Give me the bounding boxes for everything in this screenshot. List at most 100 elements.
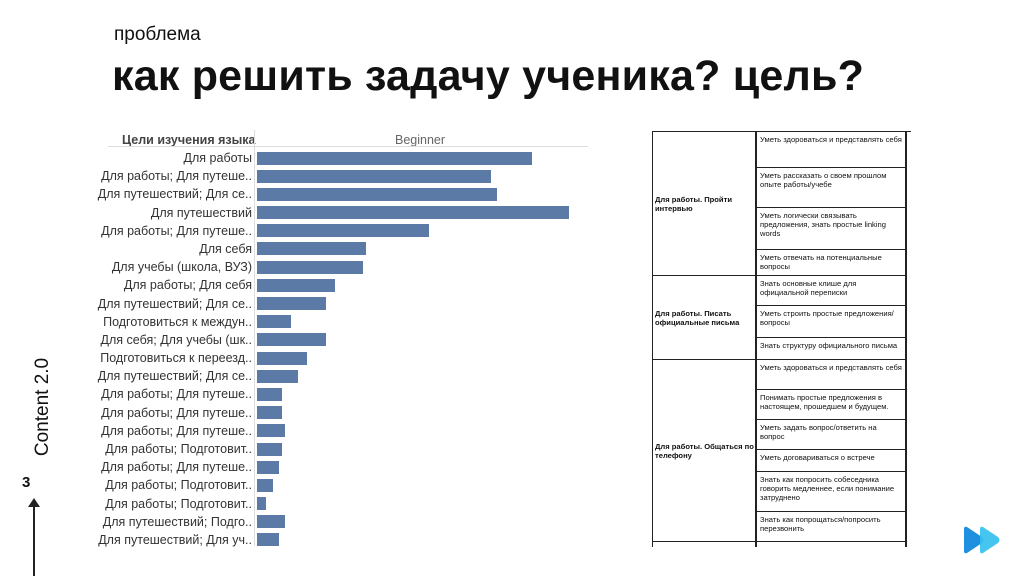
bar: [257, 151, 532, 165]
table-column-divider: [755, 132, 757, 547]
bar: [257, 369, 298, 383]
category-label: Для путешествий; Для се..: [97, 187, 252, 202]
table-cell-text: Уметь рассказать о своем прошлом опыте р…: [760, 171, 887, 189]
bar: [257, 169, 491, 183]
goals-table: Для работы. Пройти интервью Уметь здорова…: [652, 131, 911, 547]
bar: [257, 224, 429, 238]
table-cell: Уметь отвечать на потенциальные вопросы: [757, 250, 905, 276]
chart-row: Для путешествий; Для се..: [98, 295, 588, 313]
bar: [257, 260, 364, 274]
chart-row: Для путешествий: [108, 204, 588, 222]
chart-header: Цели изучения языка Beginner: [108, 128, 588, 150]
category-label: Для работы; Для себя: [123, 278, 252, 293]
table-group: Для работы. Писать официальные письма: [653, 276, 755, 360]
chart-row: Для себя; Для учебы (шк..: [101, 331, 588, 349]
side-label: Content 2.0: [32, 357, 53, 457]
chart-header-divider: [108, 146, 588, 147]
category-label: Для путешествий; Для се..: [97, 369, 252, 384]
table-cell: Уметь задать вопрос/ответить на вопрос: [757, 420, 905, 450]
table-cell-text: Уметь здороваться и представлять себя: [760, 363, 902, 372]
category-label: Для работы; Для путеше..: [101, 223, 252, 238]
chart-row: Для учебы (школа, ВУЗ): [108, 258, 588, 276]
chart-row: Для работы; Для путеше..: [101, 385, 588, 403]
table-cell-text: Уметь договариваться о встрече: [760, 453, 875, 462]
slide-subtitle: проблема: [114, 24, 201, 45]
table-cell: Уметь договариваться о встрече: [757, 450, 905, 472]
chart-row: Для работы; Для путеше..: [101, 422, 588, 440]
table-cell-text: Знать структуру официального письма: [760, 341, 898, 350]
bar: [257, 351, 307, 365]
table-cell-text: Понимать простые предложения в настоящем…: [760, 393, 889, 411]
chart-row: Для работы; Для путеше..: [101, 458, 588, 476]
category-label: Для работы; Подготовит..: [105, 496, 252, 511]
chart-row: Для работы; Для себя: [108, 276, 588, 294]
table-group-label: Для работы. Общаться по телефону: [655, 442, 754, 460]
category-label: Для работы; Для путеше..: [101, 405, 252, 420]
chart-row: Для путешествий; Подго..: [103, 513, 588, 531]
category-label: Для путешествий; Для се..: [97, 296, 252, 311]
table-cell: Уметь логически связывать предложения, з…: [757, 208, 905, 250]
table-cell: Уметь строить простые предложения/вопрос…: [757, 306, 905, 338]
table-group-label: Для работы. Писать официальные письма: [655, 309, 740, 327]
category-label: Для работы; Для путеше..: [101, 460, 252, 475]
category-label: Для работы; Для путеше..: [101, 169, 252, 184]
table-cell-text: Уметь логически связывать предложения, з…: [760, 211, 886, 238]
chart-row: Для работы; Для путеше..: [101, 167, 588, 185]
table-cell: Знать структуру официального письма: [757, 338, 905, 360]
bar: [257, 424, 286, 438]
bar: [257, 297, 326, 310]
table-cell-text: Знать как попросить собеседника говорить…: [760, 475, 895, 502]
play-arrows-logo: [964, 526, 1000, 554]
chart-row: Для себя: [108, 240, 588, 258]
category-label: Для себя; Для учебы (шк..: [100, 332, 252, 347]
category-label: Для работы; Подготовит..: [105, 442, 252, 456]
chart-row: Для работы: [108, 149, 588, 167]
table-column-divider: [905, 132, 907, 547]
category-label: Подготовиться к переезд..: [100, 351, 252, 366]
bar: [257, 387, 282, 401]
table-cell: Знать основные клише для официальной пер…: [757, 276, 905, 306]
chart-row: Для путешествий; Для се..: [98, 185, 588, 203]
chart-row: Для работы; Подготовит..: [105, 495, 588, 513]
table-cell-text: Знать основные клише для официальной пер…: [760, 279, 857, 297]
category-label: Для путешествий; Для уч..: [98, 532, 252, 547]
column-header: Beginner: [395, 133, 446, 147]
table-group: Для работы. Общаться по телефону: [653, 360, 755, 542]
table-cell-text: Уметь строить простые предложения/вопрос…: [760, 309, 894, 327]
table-cell-text: Уметь отвечать на потенциальные вопросы: [760, 253, 882, 271]
chart-row: Для путешествий; Для се..: [98, 367, 588, 385]
chart-row: Подготовиться к переезд..: [100, 349, 588, 367]
bar: [257, 515, 286, 529]
category-label: Для учебы (школа, ВУЗ): [111, 260, 252, 275]
table-cell: Уметь рассказать о своем прошлом опыте р…: [757, 168, 905, 208]
category-label: Для работы; Подготовит..: [105, 478, 252, 493]
table-cell: Знать как попросить собеседника говорить…: [757, 472, 905, 512]
chart-divider: [254, 130, 255, 546]
table-cell-text: Уметь здороваться и представлять себя: [760, 135, 902, 144]
chart-row: Для путешествий; Для уч..: [98, 531, 588, 549]
chart-row: Подготовиться к междун..: [103, 313, 588, 331]
bar: [257, 242, 367, 256]
table-cell: Уметь здороваться и представлять себя: [757, 360, 905, 390]
bar: [257, 333, 326, 347]
bar: [257, 315, 292, 329]
bar-chart: Цели изучения языка Beginner Для работы Д…: [98, 128, 588, 554]
category-label: Для путешествий; Подго..: [102, 514, 252, 529]
table-cell-text: Знать как попрощаться/попросить перезвон…: [760, 515, 881, 533]
category-label: Для себя: [199, 241, 252, 256]
table-cell: Уметь здороваться и представлять себя: [757, 132, 905, 168]
bar: [257, 478, 273, 492]
bar: [257, 187, 498, 201]
slide-title: как решить задачу ученика? цель?: [112, 52, 865, 100]
table-group-label: Для работы. Пройти интервью: [655, 195, 732, 213]
table-cell-text: Уметь задать вопрос/ответить на вопрос: [760, 423, 877, 441]
category-label: Для работы: [183, 151, 252, 165]
category-label: Для работы; Для путеше..: [101, 387, 252, 402]
chart-row: Для работы; Для путеше..: [101, 222, 588, 240]
bar: [257, 442, 282, 456]
chart-rows: Для работы Для работы; Для путеше.. Для пу…: [98, 149, 588, 549]
category-label: Для путешествий: [150, 205, 252, 220]
bar: [257, 206, 569, 220]
table-group: Для работы. Пройти интервью: [653, 132, 755, 276]
bar: [257, 460, 279, 474]
